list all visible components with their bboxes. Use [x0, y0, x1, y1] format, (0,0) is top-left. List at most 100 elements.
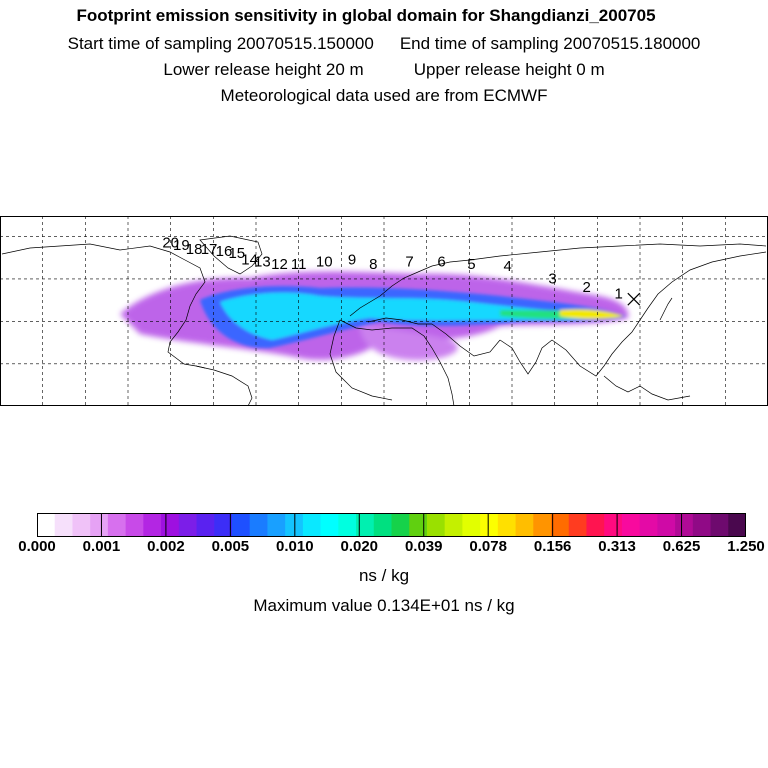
colorbar-cell	[54, 513, 74, 537]
colorbar-frame	[37, 513, 746, 537]
colorbar-tick-label: 0.020	[340, 538, 379, 555]
sampling-times: Start time of sampling 20070515.150000 En…	[0, 34, 768, 54]
plume-yellow	[560, 309, 624, 319]
colorbar-cell	[409, 513, 428, 537]
plot-title: Footprint emission sensitivity in global…	[76, 6, 656, 25]
trajectory-label-16: 16	[216, 243, 233, 260]
trajectory-label-20: 20	[162, 235, 179, 252]
colorbar-cell	[639, 513, 658, 537]
station-marker	[627, 292, 641, 306]
trajectory-label-9: 9	[348, 252, 356, 269]
colorbar-cell	[356, 513, 375, 537]
colorbar-tick-label: 0.625	[662, 538, 701, 555]
start-time-label: Start time of sampling 20070515.150000	[67, 34, 374, 53]
colorbar-tick-label: 0.001	[82, 538, 121, 555]
trajectory-label-5: 5	[467, 256, 475, 273]
latlon-grid	[0, 216, 768, 406]
colorbar-tick-label: 0.078	[469, 538, 507, 555]
colorbar-cell	[497, 513, 517, 537]
colorbar-cell	[515, 513, 534, 537]
colorbar-cell	[462, 513, 481, 537]
europe-coast	[349, 259, 471, 317]
colorbar-tick-label: 0.005	[211, 538, 250, 555]
colorbar-cell	[426, 513, 446, 537]
colorbar-cell	[125, 513, 144, 537]
trajectory-label-8: 8	[369, 256, 377, 273]
trajectory-label-19: 19	[173, 237, 190, 254]
asia-east-coast	[551, 251, 767, 377]
colorbar-tick-label: 0.000	[18, 538, 56, 555]
colorbar-cell	[621, 513, 641, 537]
trajectory-label-10: 10	[316, 254, 333, 271]
colorbar-cell	[586, 513, 605, 537]
south-america-coast	[195, 365, 253, 406]
colorbar-cell	[728, 513, 746, 537]
colorbar-cell	[267, 513, 286, 537]
colorbar-major-dividers	[100, 513, 683, 537]
trajectory-label-2: 2	[582, 279, 590, 296]
colorbar-cell	[692, 513, 712, 537]
colorbar-cell	[302, 513, 322, 537]
asia-north-coast	[469, 243, 767, 261]
colorbar-cell	[249, 513, 269, 537]
upper-height-label: Upper release height 0 m	[413, 60, 605, 79]
colorbar	[37, 513, 746, 537]
trajectory-label-4: 4	[504, 258, 512, 275]
colorbar-tick-label: 0.010	[276, 538, 314, 555]
colorbar-cell	[391, 513, 410, 537]
colorbar-tick-label: 0.313	[598, 538, 636, 555]
met-data-label: Meteorological data used are from ECMWF	[220, 86, 548, 105]
trajectory-label-14: 14	[241, 252, 258, 269]
colorbar-cell	[533, 513, 552, 537]
release-heights: Lower release height 20 m Upper release h…	[0, 60, 768, 80]
colorbar-cell	[37, 513, 56, 537]
maximum-value: Maximum value 0.134E+01 ns / kg	[253, 596, 515, 615]
lower-height-label: Lower release height 20 m	[163, 60, 364, 79]
colorbar-tick-label: 0.002	[147, 538, 185, 555]
colorbar-cell	[551, 513, 570, 537]
plume-cyan	[220, 292, 622, 340]
colorbar-cell	[338, 513, 357, 537]
trajectory-label-17: 17	[201, 241, 218, 258]
trajectory-label-12: 12	[271, 256, 288, 273]
arabia-coast	[431, 323, 501, 357]
colorbar-cell	[675, 513, 694, 537]
greenland-coast	[199, 235, 263, 275]
colorbar-tick-label: 0.039	[404, 538, 443, 555]
trajectory-label-6: 6	[437, 254, 445, 271]
colorbar-cell	[568, 513, 588, 537]
africa-coast	[339, 319, 455, 406]
trajectory-label-18: 18	[186, 241, 203, 258]
footprint-plume	[120, 271, 629, 361]
colorbar-cell	[196, 513, 215, 537]
japan	[659, 297, 673, 321]
colorbar-cell	[320, 513, 339, 537]
colorbar-cell	[657, 513, 676, 537]
trajectory-label-3: 3	[548, 271, 556, 288]
colorbar-cell	[231, 513, 251, 537]
colorbar-cell	[285, 513, 304, 537]
colorbar-tick-label: 0.156	[533, 538, 572, 555]
colorbar-cell	[107, 513, 127, 537]
africa-west	[329, 319, 393, 401]
colorbar-cell	[373, 513, 393, 537]
colorbar-tick-label: 1.250	[727, 538, 765, 555]
colorbar-cell	[143, 513, 162, 537]
trajectory-label-7: 7	[405, 254, 413, 271]
colorbar-cell	[214, 513, 233, 537]
colorbar-cell	[444, 513, 463, 537]
colorbar-unit: ns / kg	[358, 566, 410, 585]
trajectory-label-13: 13	[254, 254, 271, 271]
colorbar-cell	[90, 513, 109, 537]
colorbar-cell	[710, 513, 729, 537]
plume-south	[360, 324, 458, 361]
colorbar-cell	[604, 513, 623, 537]
trajectory-label-1: 1	[614, 285, 622, 302]
mediterranean	[367, 317, 432, 325]
colorbar-cell	[161, 513, 180, 537]
colorbar-cell	[72, 513, 91, 537]
colorbar-cells	[37, 513, 746, 537]
colorbar-cell	[480, 513, 499, 537]
